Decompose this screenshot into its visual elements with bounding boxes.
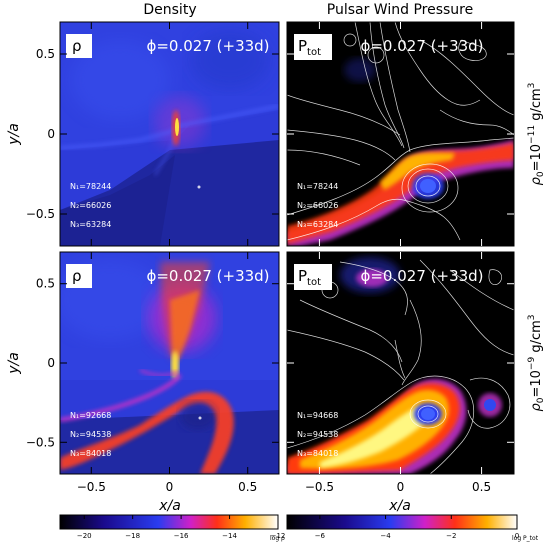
row-label-bottom: ρ0=10−9 g/cm3 <box>527 314 546 411</box>
y-tick-label-density-top-1: 0 <box>47 127 55 141</box>
row-top-base: ρ <box>529 176 544 185</box>
pressure-label-sub-2: tot <box>307 277 321 288</box>
y-axis-label-bottom: y/a <box>6 352 22 375</box>
phase-label-density-top: ϕ=0.027 (+33d) <box>146 37 269 55</box>
panel-label-density-top: ρ <box>66 34 92 58</box>
axis-ticks: 0.5 0 −0.5 −0.5 0 0.5 0.5 0 −0.5 −0.5 0 0.5 <box>26 22 514 494</box>
row-bottom-unit: g/cm <box>529 320 544 357</box>
y-tick-label-density-bottom-2: −0.5 <box>26 435 55 449</box>
x-tick-label-density-bottom-0: −0.5 <box>77 480 106 494</box>
y-tick-label-density-top-2: −0.5 <box>26 207 55 221</box>
count-n1-pressure-top: N₁=78244 <box>297 182 338 191</box>
x-tick-label-density-bottom-1: 0 <box>166 480 174 494</box>
count-n1-pressure-bottom: N₁=94668 <box>297 411 338 420</box>
colorbar-density-unit: log ρ <box>270 535 285 542</box>
x-axis-label-right: x/a <box>388 498 411 514</box>
colorbar-tick-label-0-2: −16 <box>174 532 189 540</box>
y-tick-label-density-top-0: 0.5 <box>36 47 55 61</box>
panel-pressure-top <box>287 22 514 246</box>
x-tick-label-pressure-bottom-2: 0.5 <box>472 480 491 494</box>
pressure-label-base: P <box>298 37 307 55</box>
count-n3-pressure-top: N₃=63284 <box>297 220 338 229</box>
colorbar-density <box>59 514 279 530</box>
colorbar-tick-label-1-3: 0 <box>515 532 519 540</box>
count-n2-pressure-top: N₂=66026 <box>297 201 338 210</box>
row-top-unit: g/cm <box>529 88 544 125</box>
count-n2-pressure-bottom: N₂=94538 <box>297 430 338 439</box>
row-top-sup: −11 <box>527 125 537 144</box>
phase-label-pressure-bottom: ϕ=0.027 (+33d) <box>360 267 483 285</box>
count-n2-density-top: N₂=66026 <box>70 201 111 210</box>
phase-label-density-bottom: ϕ=0.027 (+33d) <box>146 267 269 285</box>
row-bottom-base: ρ <box>529 403 544 412</box>
colorbar-tick-label-0-0: −20 <box>77 532 92 540</box>
pressure-label-sub: tot <box>307 47 321 58</box>
row-top-unit-sup: 3 <box>527 83 537 89</box>
title-pressure: Pulsar Wind Pressure <box>327 2 473 18</box>
phase-label-pressure-top: ϕ=0.027 (+33d) <box>360 37 483 55</box>
panel-label-pressure-top: Ptot <box>294 34 332 60</box>
panel-label-pressure-bottom: Ptot <box>294 264 332 290</box>
colorbar-tick-label-1-2: −2 <box>446 532 456 540</box>
row-label-top: ρ0=10−11 g/cm3 <box>527 83 546 186</box>
svg-text:Ptot: Ptot <box>298 37 321 58</box>
svg-text:Ptot: Ptot <box>298 267 321 288</box>
x-axis-label-left: x/a <box>158 498 181 514</box>
row-top-mid: =10 <box>529 144 544 171</box>
row-bottom-unit-sup: 3 <box>527 314 537 320</box>
colorbar-tick-label-1-0: −6 <box>315 532 326 540</box>
panel-density-top <box>60 22 279 246</box>
count-n1-density-bottom: N₁=92668 <box>70 411 111 420</box>
count-n3-pressure-bottom: N₃=84018 <box>297 449 338 458</box>
svg-text:ρ: ρ <box>72 37 82 55</box>
panel-label-density-bottom: ρ <box>66 264 92 288</box>
title-density: Density <box>143 2 196 18</box>
pressure-label-base-2: P <box>298 267 307 285</box>
svg-text:ρ: ρ <box>72 267 82 285</box>
colorbar-tick-label-0-1: −18 <box>125 532 140 540</box>
colorbar-tick-label-0-3: −14 <box>222 532 237 540</box>
count-n3-density-bottom: N₃=84018 <box>70 449 111 458</box>
colorbar-ticks: −20 −18 −16 −14 −12 −6 −4 −2 0 <box>77 515 519 540</box>
colorbar-pressure <box>286 514 518 530</box>
y-axis-label-top: y/a <box>6 123 22 146</box>
y-tick-label-density-bottom-1: 0 <box>47 356 55 370</box>
colorbar-tick-label-0-4: −12 <box>271 532 286 540</box>
row-bottom-sup: −9 <box>527 357 537 371</box>
colorbar-tick-label-1-1: −4 <box>380 532 391 540</box>
row-top-sub: 0 <box>536 171 546 177</box>
x-tick-label-pressure-bottom-0: −0.5 <box>305 480 334 494</box>
panel-density-bottom <box>60 252 279 474</box>
x-tick-label-density-bottom-2: 0.5 <box>238 480 257 494</box>
count-n1-density-top: N₁=78244 <box>70 182 111 191</box>
colorbar-pressure-unit: log P_tot <box>512 535 539 542</box>
row-bottom-sub: 0 <box>536 397 546 403</box>
count-n2-density-bottom: N₂=94538 <box>70 430 111 439</box>
count-n3-density-top: N₃=63284 <box>70 220 111 229</box>
row-bottom-mid: =10 <box>529 370 544 397</box>
x-tick-label-pressure-bottom-1: 0 <box>397 480 405 494</box>
y-tick-label-density-bottom-0: 0.5 <box>36 277 55 291</box>
